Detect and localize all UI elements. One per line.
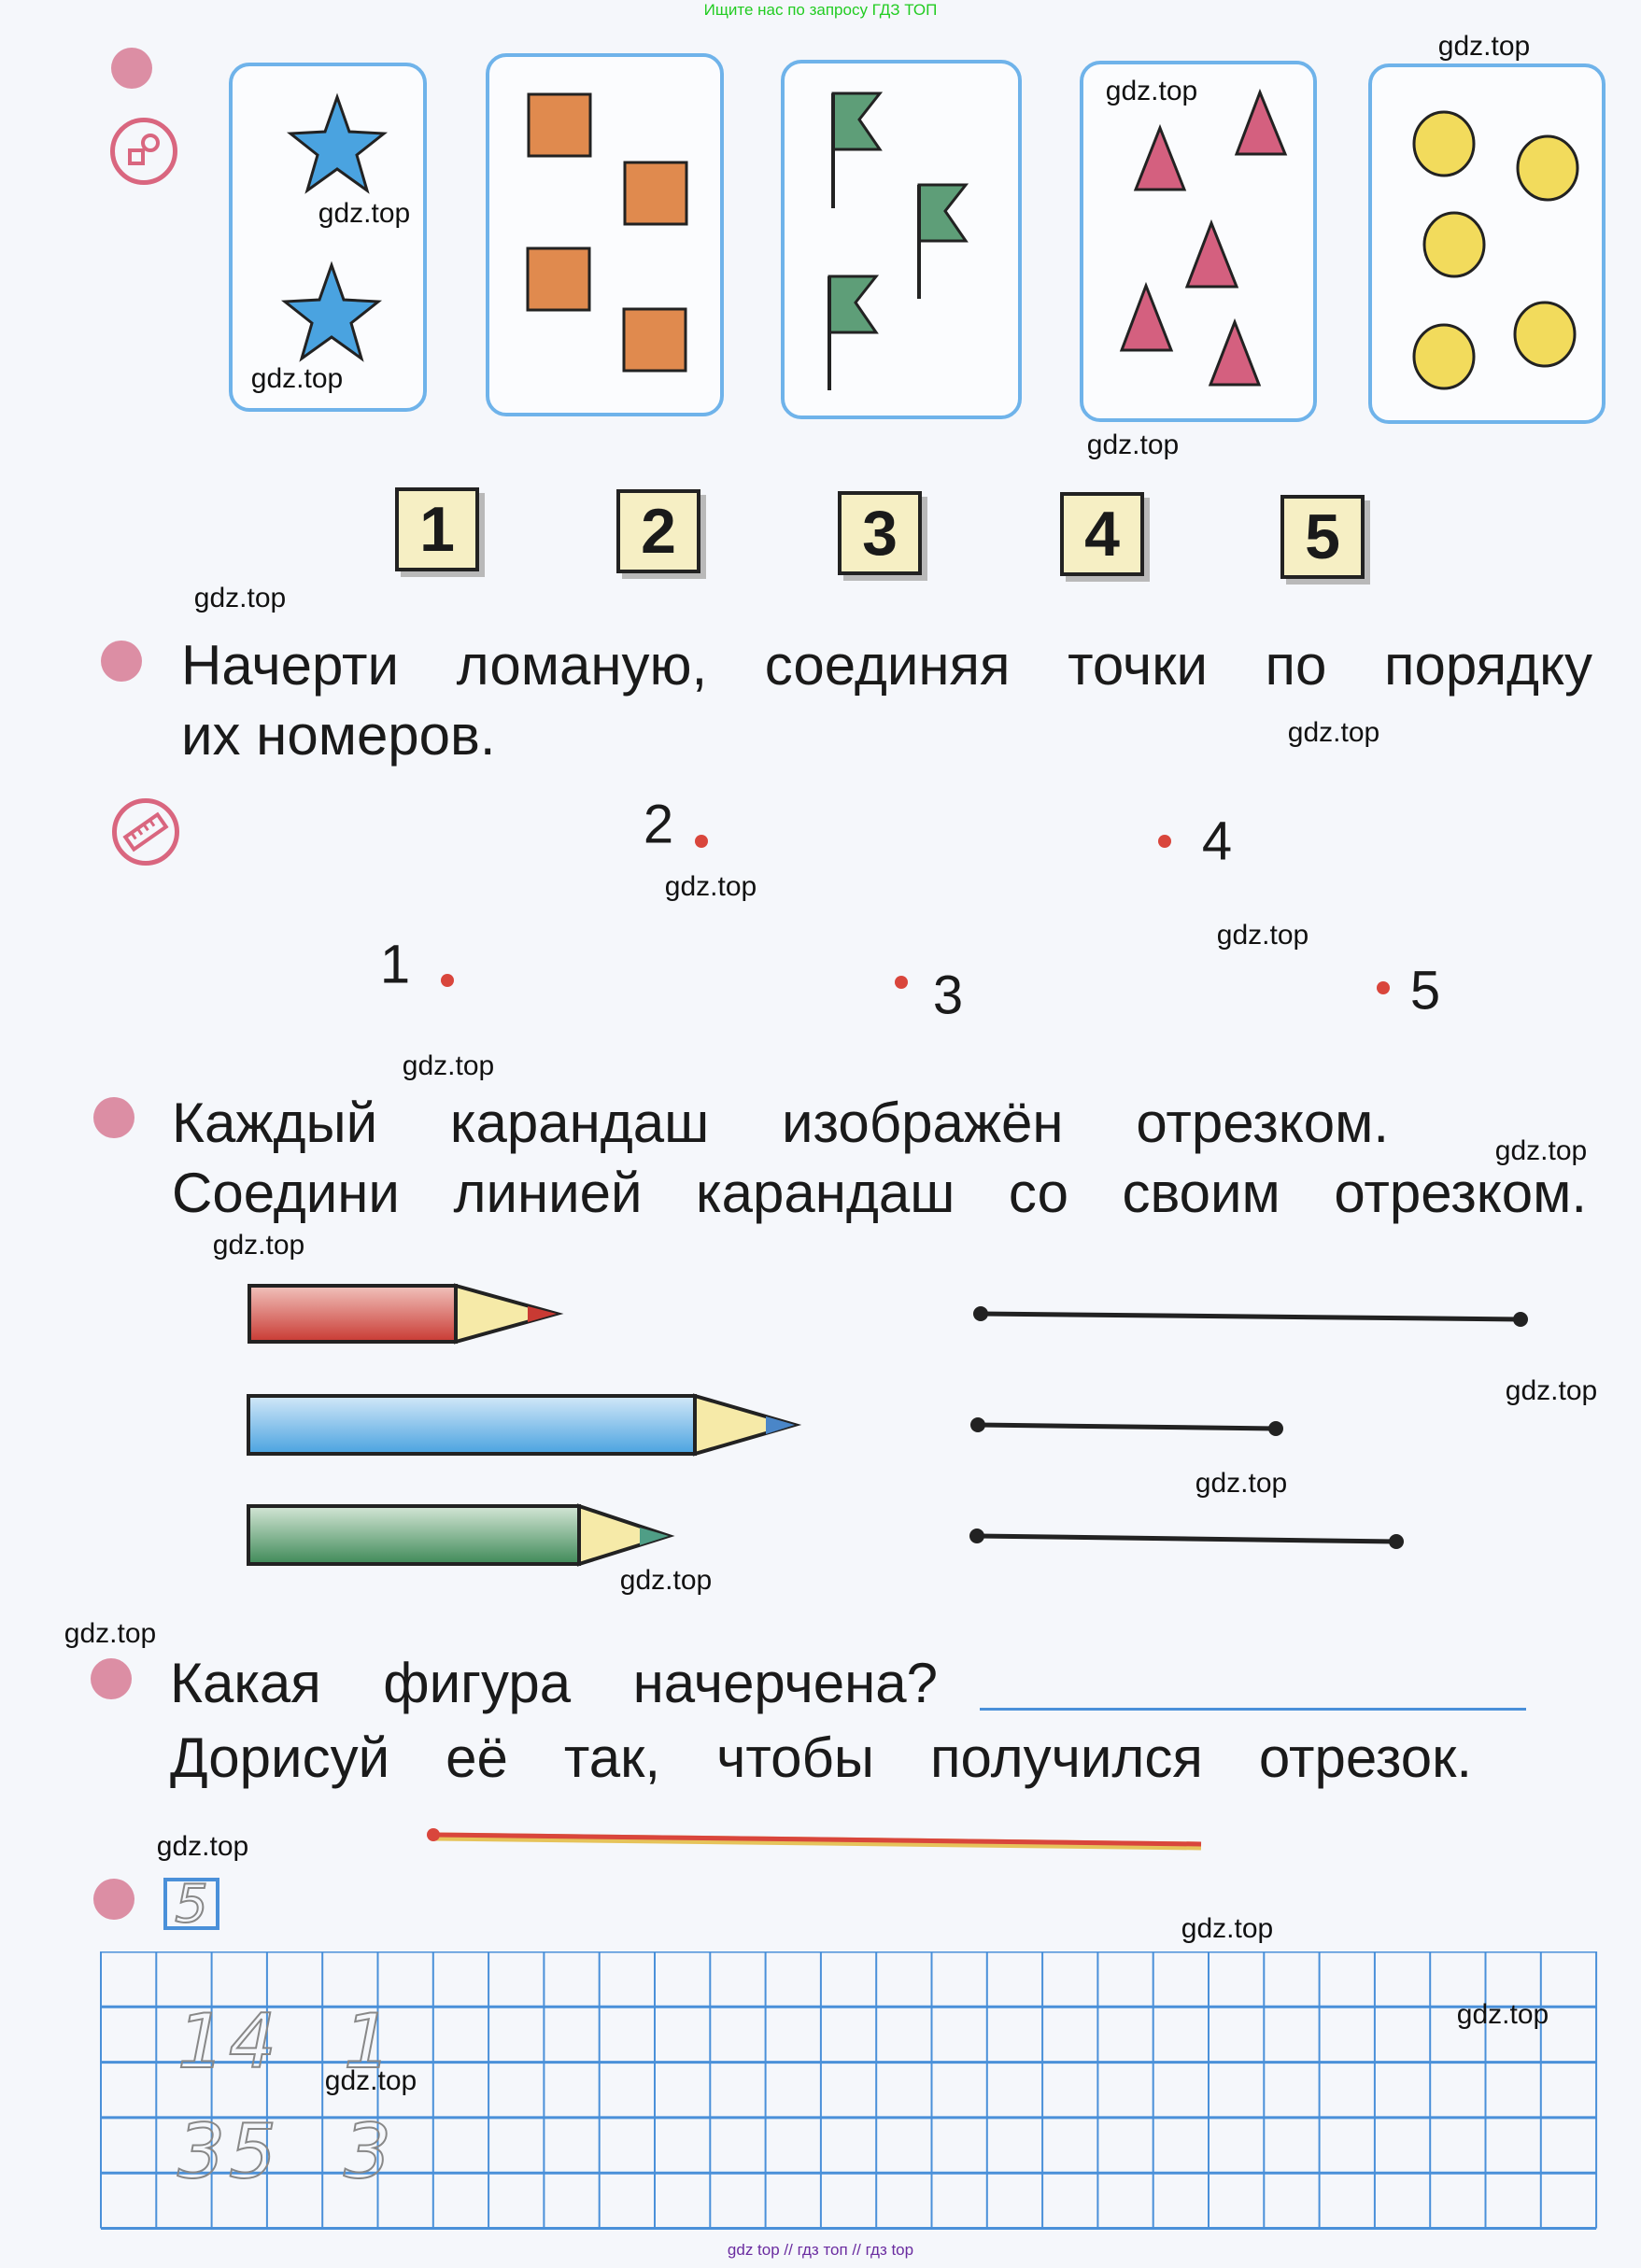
watermark: gdz.top — [1456, 1999, 1549, 2030]
point-3[interactable] — [895, 976, 908, 989]
number-card-1[interactable]: 1 — [395, 487, 479, 571]
number-card-5[interactable]: 5 — [1280, 495, 1365, 579]
task2-text-line2: их номеров. — [181, 704, 496, 767]
watermark: gdz.top — [1287, 717, 1380, 748]
watermark: gdz.top — [1437, 31, 1531, 62]
pencils — [247, 1283, 802, 1567]
circle-icons — [1412, 110, 1579, 390]
watermark: gdz.top — [1105, 76, 1198, 106]
sample-digit: 5 — [228, 2107, 277, 2196]
square-icons — [526, 92, 688, 373]
task4-text-line2: Дорисуй её так, чтобы получился отрезок. — [170, 1726, 1472, 1789]
task-number-box: 5 — [163, 1878, 219, 1932]
watermark: gdz.top — [64, 1618, 157, 1649]
card-triangles — [1080, 61, 1317, 422]
number-card-3[interactable]: 3 — [838, 491, 922, 575]
sample-digit: 1 — [343, 1997, 392, 2086]
watermark: gdz.top — [1195, 1468, 1288, 1499]
watermark: gdz.top — [1181, 1913, 1274, 1944]
watermark: gdz.top — [664, 871, 757, 902]
top-banner[interactable]: Ищите нас по запросу ГДЗ ТОП — [703, 1, 938, 19]
pencil-blue[interactable] — [247, 1393, 802, 1457]
triangle-icons — [1119, 88, 1288, 387]
task-bullet — [93, 1097, 134, 1138]
watermark: gdz.top — [193, 583, 287, 613]
card-stars — [229, 63, 427, 412]
pencil-green[interactable] — [247, 1503, 675, 1567]
point-5[interactable] — [1377, 981, 1390, 994]
watermark: gdz.top — [324, 2065, 417, 2096]
bottom-banner[interactable]: gdz top // гдз топ // гдз top — [727, 2241, 914, 2259]
star-icons — [280, 92, 389, 362]
flag-icons — [828, 92, 969, 390]
watermark: gdz.top — [619, 1565, 713, 1596]
sample-digit: 3 — [343, 2107, 392, 2196]
task-bullet — [91, 1658, 132, 1699]
number-card-2[interactable]: 2 — [616, 489, 700, 573]
segments — [969, 1306, 1528, 1549]
point-3-label: 3 — [932, 965, 964, 1026]
watermark: gdz.top — [318, 198, 411, 229]
ray[interactable] — [420, 1825, 1214, 1858]
number-card-4[interactable]: 4 — [1060, 492, 1144, 576]
task3-text-line1: Каждый карандаш изображён отрезком. — [172, 1092, 1389, 1154]
segment-medium[interactable] — [969, 1528, 1404, 1549]
task3-text-line2: Соедини линией карандаш со своим отрезко… — [172, 1162, 1587, 1224]
point-2[interactable] — [695, 835, 708, 848]
answer-line[interactable] — [980, 1708, 1526, 1711]
watermark: gdz.top — [402, 1050, 495, 1081]
card-flags — [781, 60, 1022, 419]
point-4-label: 4 — [1201, 810, 1233, 872]
sample-digit: 4 — [228, 1997, 277, 2086]
watermark: gdz.top — [1086, 430, 1180, 460]
task2-text-line1: Начерти ломаную, соединяя точки по поряд… — [181, 634, 1592, 697]
point-1[interactable] — [441, 974, 454, 987]
task-bullet — [93, 1879, 134, 1920]
watermark: gdz.top — [1494, 1135, 1588, 1166]
segment-long[interactable] — [973, 1306, 1528, 1327]
task-bullet — [101, 641, 142, 682]
point-2-label: 2 — [643, 794, 674, 855]
watermark: gdz.top — [1216, 920, 1309, 951]
watermark: gdz.top — [1505, 1375, 1598, 1406]
ruler-icon — [112, 798, 179, 866]
point-4[interactable] — [1158, 835, 1171, 848]
point-1-label: 1 — [379, 934, 411, 995]
card-circles — [1368, 63, 1606, 424]
sample-digit: 1 — [177, 1997, 226, 2086]
task4-text-line1: Какая фигура начерчена? — [170, 1652, 938, 1714]
pencil-red[interactable] — [248, 1283, 564, 1345]
point-5-label: 5 — [1409, 960, 1441, 1021]
sample-digit: 3 — [177, 2107, 226, 2196]
watermark: gdz.top — [250, 363, 344, 394]
watermark: gdz.top — [212, 1230, 305, 1261]
card-squares — [486, 53, 724, 416]
segment-short[interactable] — [970, 1417, 1283, 1436]
task-bullet — [111, 48, 152, 89]
task-number: 5 — [174, 1874, 209, 1935]
writing-grid[interactable] — [93, 1951, 1606, 2232]
watermark: gdz.top — [156, 1831, 249, 1862]
shapes-icon — [110, 118, 177, 185]
